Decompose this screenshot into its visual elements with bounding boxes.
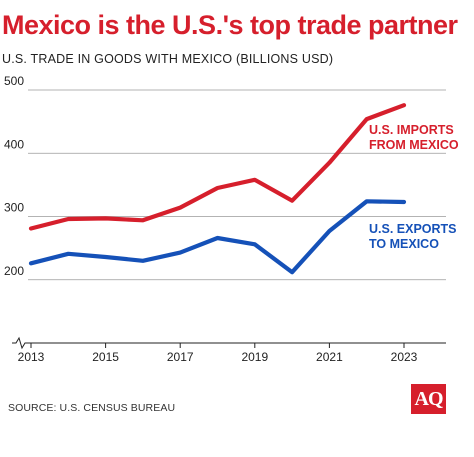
aq-logo: AQ: [411, 384, 446, 414]
x-tick-label: 2019: [241, 350, 268, 364]
axis-break-icon: [12, 336, 28, 350]
x-axis: 2013 2015 2017 2019 2021 2023: [12, 336, 446, 364]
chart-title: Mexico is the U.S.'s top trade partner: [2, 10, 458, 40]
y-tick-label: 300: [4, 201, 24, 215]
imports-line: [28, 103, 407, 231]
imports-series-label: U.S. IMPORTS FROM MEXICO: [369, 123, 459, 152]
y-tick-label: 200: [4, 264, 24, 278]
series-lines: [28, 103, 407, 275]
exports-line: [28, 199, 407, 275]
x-tick-label: 2021: [316, 350, 343, 364]
chart-subtitle: U.S. TRADE IN GOODS WITH MEXICO (BILLION…: [2, 52, 334, 66]
x-tick-label: 2013: [18, 350, 45, 364]
y-tick-label: 400: [4, 137, 24, 151]
series-labels: U.S. IMPORTS FROM MEXICO U.S. EXPORTS TO ME…: [369, 123, 459, 251]
y-tick-label: 500: [4, 74, 24, 88]
source-note: SOURCE: U.S. CENSUS BUREAU: [8, 402, 176, 414]
line-chart: 200 300 400 500 2013 2015 2017 2019 2021 2023 U.…: [4, 74, 459, 364]
x-tick-label: 2023: [391, 350, 418, 364]
exports-series-label: U.S. EXPORTS TO MEXICO: [369, 222, 457, 251]
x-tick-label: 2015: [92, 350, 119, 364]
x-tick-label: 2017: [167, 350, 194, 364]
y-axis-ticks: 200 300 400 500: [4, 74, 24, 278]
